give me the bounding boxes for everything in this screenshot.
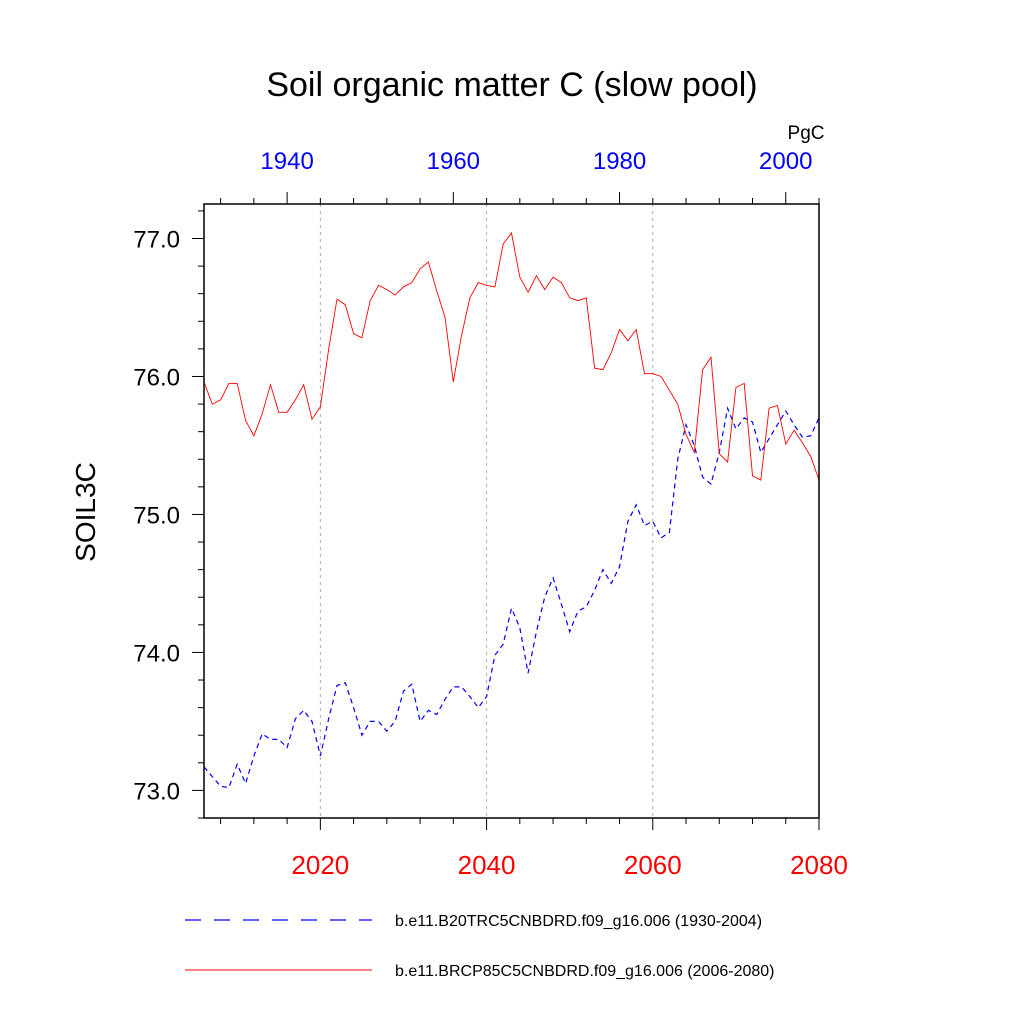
grid-lines (319, 204, 654, 818)
y-tick-label: 73.0 (133, 778, 180, 805)
x-bottom-tick-label: 2020 (291, 850, 349, 880)
y-tick-label: 77.0 (133, 226, 180, 253)
y-tick-label: 76.0 (133, 364, 180, 391)
x-bottom-tick-label: 2060 (624, 850, 682, 880)
y-tick-label: 74.0 (133, 640, 180, 667)
series-line-historical (203, 406, 820, 789)
y-tick-label: 75.0 (133, 502, 180, 529)
x-top-tick-label: 1980 (593, 148, 646, 175)
series-lines (203, 231, 820, 789)
x-top-tick-label: 2000 (759, 148, 812, 175)
chart-title: Soil organic matter C (slow pool) (266, 66, 757, 104)
x-bottom-tick-label: 2040 (458, 850, 516, 880)
y-axis-label: SOIL3C (70, 462, 101, 562)
x-top-tick-label: 1940 (260, 148, 313, 175)
plot-frame (203, 203, 820, 819)
legend: b.e11.B20TRC5CNBDRD.f09_g16.006 (1930-20… (185, 913, 774, 980)
series-line-rcp85 (203, 231, 820, 525)
legend-label-rcp85: b.e11.BRCP85C5CNBDRD.f09_g16.006 (2006-2… (395, 963, 774, 980)
x-top-tick-label: 1960 (427, 148, 480, 175)
tick-labels: 73.0 74.0 75.0 76.0 77.0 2020 2040 2060 2080 1940… (133, 148, 848, 880)
axis-ticks (192, 192, 820, 830)
legend-label-historical: b.e11.B20TRC5CNBDRD.f09_g16.006 (1930-20… (395, 913, 762, 930)
units-label: PgC (788, 123, 825, 144)
x-bottom-tick-label: 2080 (790, 850, 848, 880)
